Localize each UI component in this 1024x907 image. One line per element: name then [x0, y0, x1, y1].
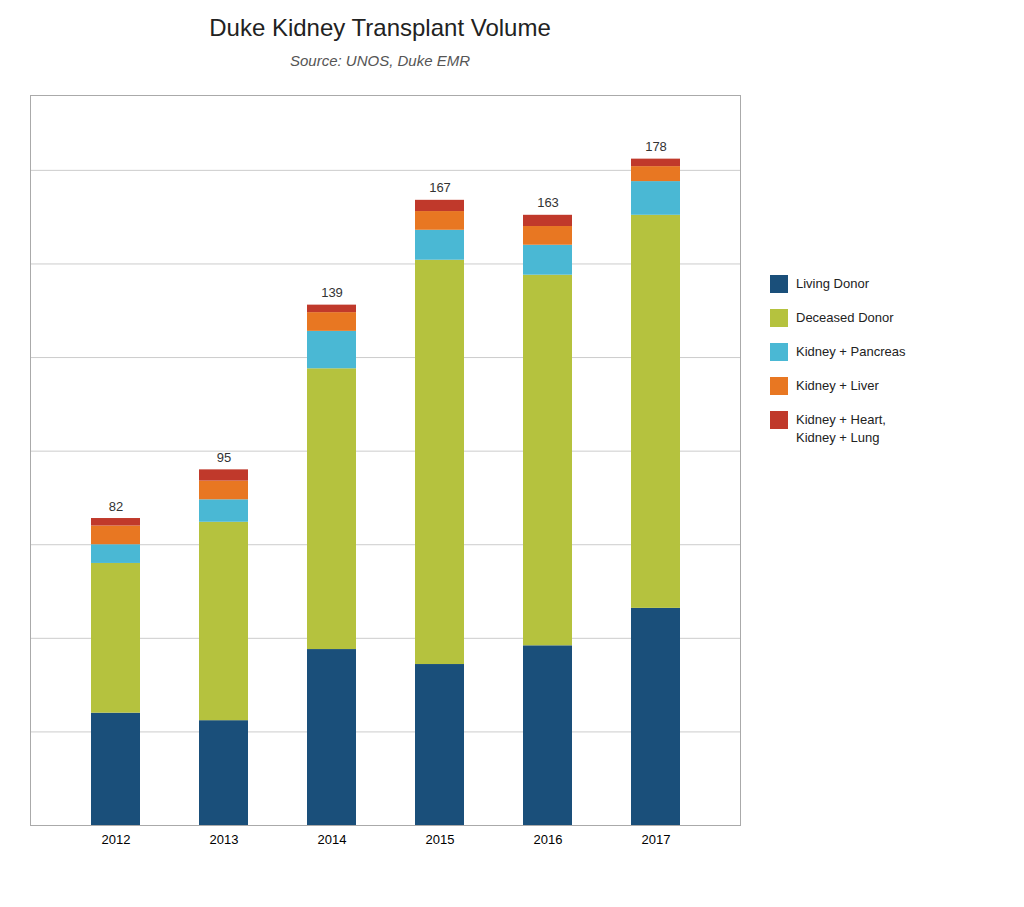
html-text:Kidney + Heart, Kidney + Lung: Kidney + Heart, Kidney + Lung — [796, 412, 886, 445]
svg-text:178: 178 — [645, 139, 667, 154]
svg-text:139: 139 — [321, 285, 343, 300]
svg-text:167: 167 — [429, 180, 451, 195]
svg-text:95: 95 — [217, 450, 231, 465]
svg-text:2012: 2012 — [102, 832, 131, 847]
svg-text:82: 82 — [109, 499, 123, 514]
html-text:Kidney + Pancreas: Kidney + Pancreas — [796, 344, 906, 359]
svg-text:2013: 2013 — [210, 832, 239, 847]
html-text:Source: UNOS, Duke EMR: Source: UNOS, Duke EMR — [290, 52, 470, 69]
html-text:Deceased Donor: Deceased Donor — [796, 310, 894, 325]
svg-text:163: 163 — [537, 195, 559, 210]
svg-text:2014: 2014 — [318, 832, 347, 847]
svg-text:2017: 2017 — [642, 832, 671, 847]
html-text:Living Donor: Living Donor — [796, 276, 869, 291]
html-text:Duke Kidney Transplant Volume: Duke Kidney Transplant Volume — [209, 14, 551, 41]
svg-text:2015: 2015 — [426, 832, 455, 847]
html-text:Kidney + Liver: Kidney + Liver — [796, 378, 879, 393]
svg-text:2016: 2016 — [534, 832, 563, 847]
